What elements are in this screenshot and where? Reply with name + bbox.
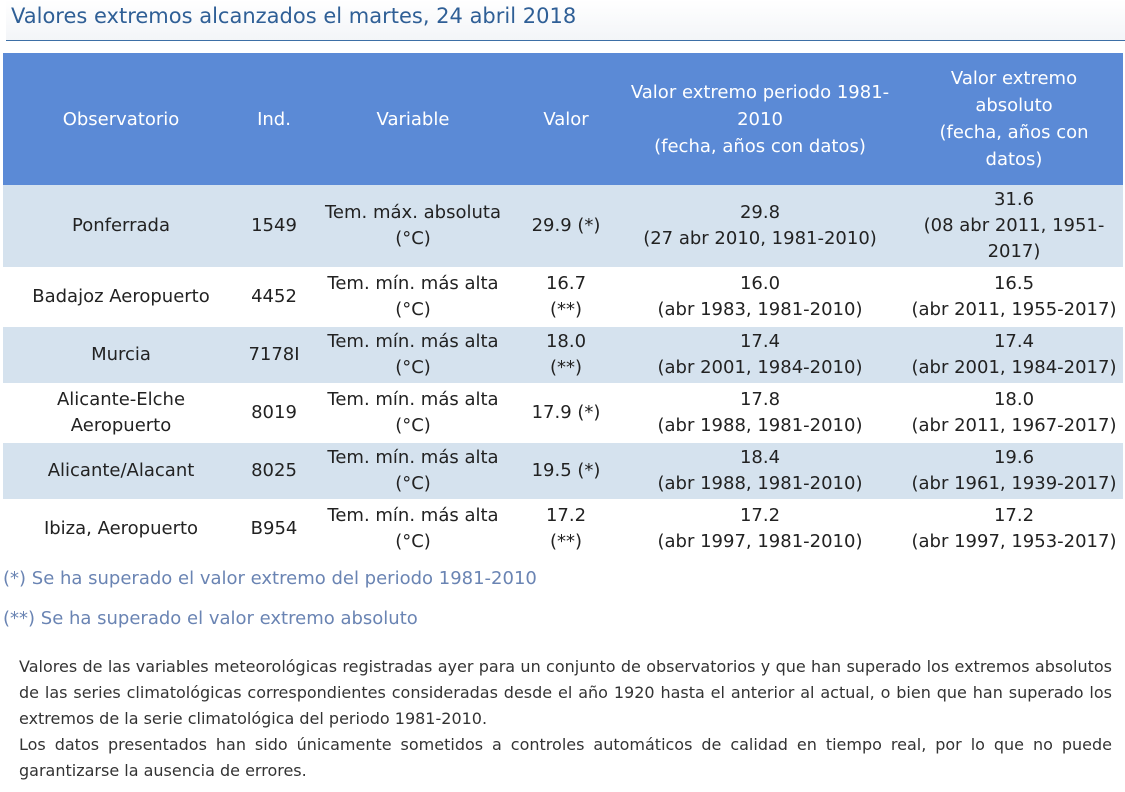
cell-observatorio: Badajoz Aeropuerto [3, 268, 239, 327]
cell-valor: 16.7 (**) [517, 268, 615, 327]
description-paragraph: Valores de las variables meteorológicas … [19, 657, 1112, 728]
cell-extremo-periodo: 18.4 (abr 1988, 1981-2010) [615, 442, 905, 501]
cell-valor: 29.9 (*) [517, 185, 615, 269]
cell-ind: 1549 [239, 185, 309, 269]
table-row: Alicante-Elche Aeropuerto 8019 Tem. mín.… [3, 384, 1123, 443]
cell-ind: 8025 [239, 442, 309, 501]
column-header-variable: Variable [309, 53, 517, 185]
cell-ind: 7178I [239, 326, 309, 385]
cell-variable: Tem. mín. más alta (°C) [309, 500, 517, 559]
footnote-absolute-exceeded: (**) Se ha superado el valor extremo abs… [3, 608, 418, 629]
page-title: Valores extremos alcanzados el martes, 2… [11, 4, 577, 28]
cell-extremo-absoluto: 19.6 (abr 1961, 1939-2017) [905, 442, 1123, 501]
column-header-observatorio: Observatorio [3, 53, 239, 185]
column-header-ind: Ind. [239, 53, 309, 185]
cell-extremo-absoluto: 17.2 (abr 1997, 1953-2017) [905, 500, 1123, 559]
cell-variable: Tem. mín. más alta (°C) [309, 268, 517, 327]
description-paragraph: Los datos presentados han sido únicament… [19, 735, 1112, 780]
cell-valor: 17.9 (*) [517, 384, 615, 443]
cell-ind: B954 [239, 500, 309, 559]
cell-observatorio: Ponferrada [3, 185, 239, 269]
cell-extremo-periodo: 17.4 (abr 2001, 1984-2010) [615, 326, 905, 385]
column-header-extremo-periodo: Valor extremo periodo 1981- 2010 (fecha,… [615, 53, 905, 185]
cell-variable: Tem. mín. más alta (°C) [309, 326, 517, 385]
cell-extremo-absoluto: 17.4 (abr 2001, 1984-2017) [905, 326, 1123, 385]
cell-extremo-absoluto: 18.0 (abr 2011, 1967-2017) [905, 384, 1123, 443]
cell-observatorio: Alicante/Alacant [3, 442, 239, 501]
cell-variable: Tem. mín. más alta (°C) [309, 442, 517, 501]
cell-extremo-periodo: 17.2 (abr 1997, 1981-2010) [615, 500, 905, 559]
cell-variable: Tem. mín. más alta (°C) [309, 384, 517, 443]
column-header-extremo-absoluto: Valor extremo absoluto (fecha, años con … [905, 53, 1123, 185]
cell-extremo-periodo: 17.8 (abr 1988, 1981-2010) [615, 384, 905, 443]
cell-ind: 4452 [239, 268, 309, 327]
title-bar: Valores extremos alcanzados el martes, 2… [6, 0, 1125, 41]
table-row: Murcia 7178I Tem. mín. más alta (°C) 18.… [3, 326, 1123, 385]
cell-observatorio: Murcia [3, 326, 239, 385]
cell-extremo-periodo: 29.8 (27 abr 2010, 1981-2010) [615, 185, 905, 269]
cell-extremo-absoluto: 16.5 (abr 2011, 1955-2017) [905, 268, 1123, 327]
description-text: Valores de las variables meteorológicas … [19, 654, 1112, 784]
extremes-table: Observatorio Ind. Variable Valor Valor e… [3, 53, 1123, 559]
column-header-valor: Valor [517, 53, 615, 185]
cell-valor: 18.0 (**) [517, 326, 615, 385]
table-row: Ponferrada 1549 Tem. máx. absoluta (°C) … [3, 185, 1123, 269]
table-row: Ibiza, Aeropuerto B954 Tem. mín. más alt… [3, 500, 1123, 559]
table-header-row: Observatorio Ind. Variable Valor Valor e… [3, 53, 1123, 185]
table-row: Alicante/Alacant 8025 Tem. mín. más alta… [3, 442, 1123, 501]
footnote-period-exceeded: (*) Se ha superado el valor extremo del … [3, 568, 537, 589]
cell-variable: Tem. máx. absoluta (°C) [309, 185, 517, 269]
cell-ind: 8019 [239, 384, 309, 443]
table-row: Badajoz Aeropuerto 4452 Tem. mín. más al… [3, 268, 1123, 327]
cell-observatorio: Alicante-Elche Aeropuerto [3, 384, 239, 443]
cell-extremo-periodo: 16.0 (abr 1983, 1981-2010) [615, 268, 905, 327]
cell-valor: 17.2 (**) [517, 500, 615, 559]
cell-extremo-absoluto: 31.6 (08 abr 2011, 1951- 2017) [905, 185, 1123, 269]
cell-observatorio: Ibiza, Aeropuerto [3, 500, 239, 559]
cell-valor: 19.5 (*) [517, 442, 615, 501]
